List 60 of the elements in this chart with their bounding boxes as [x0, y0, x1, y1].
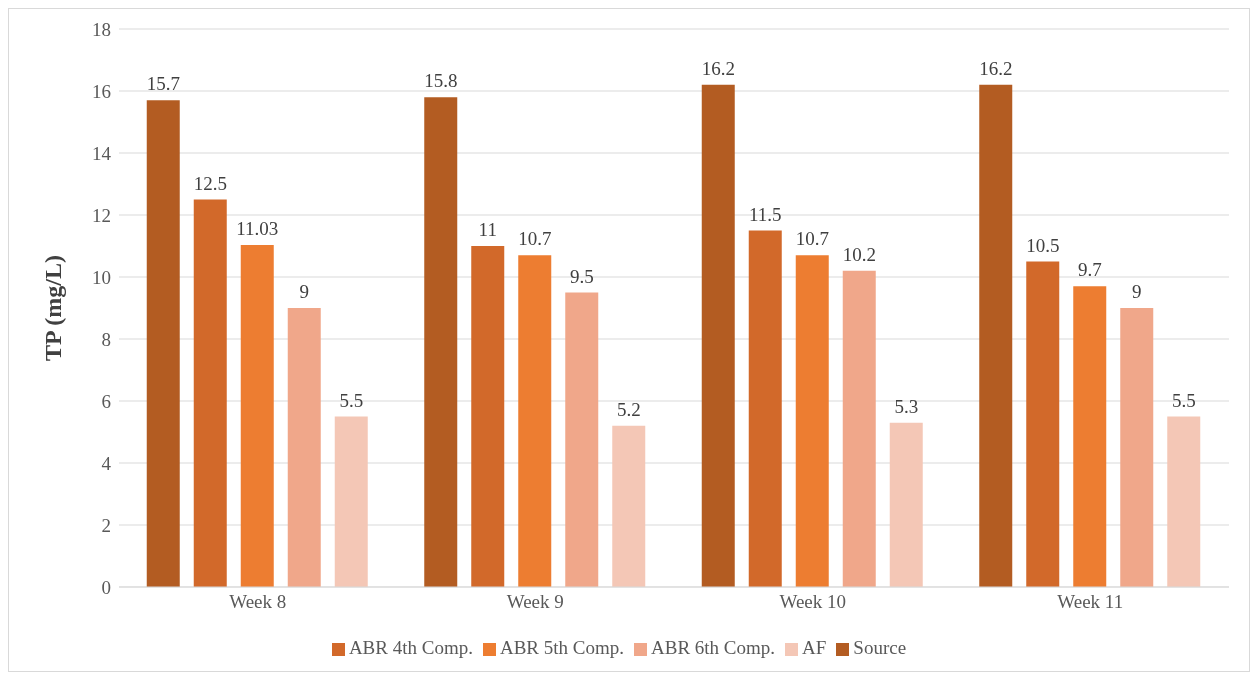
y-tick-label: 4 — [101, 452, 112, 474]
bar — [701, 84, 735, 587]
x-tick-label: Week 8 — [229, 591, 287, 613]
data-label: 11 — [478, 219, 497, 240]
data-label: 15.8 — [424, 70, 458, 92]
legend-label: Source — [853, 637, 907, 658]
data-label: 10.5 — [1026, 234, 1060, 256]
y-axis-title: TP (mg/L) — [39, 255, 66, 361]
bar — [795, 255, 829, 587]
data-label: 12.5 — [193, 172, 227, 194]
data-label: 5.3 — [894, 395, 919, 417]
y-tick-label: 10 — [92, 266, 111, 288]
data-label: 11.5 — [748, 203, 782, 225]
y-tick-label: 16 — [92, 80, 111, 102]
bar — [287, 308, 321, 587]
y-tick-label: 8 — [101, 328, 111, 350]
y-tick-label: 14 — [92, 142, 112, 164]
data-label: 9 — [299, 281, 309, 302]
x-tick-label: Week 10 — [779, 591, 847, 613]
bar — [471, 246, 505, 587]
y-tick-label: 6 — [101, 390, 111, 412]
data-label: 9.7 — [1077, 259, 1102, 281]
y-tick-label: 12 — [92, 204, 111, 226]
y-tick-label: 18 — [92, 18, 111, 40]
bar — [518, 255, 552, 587]
bar — [979, 84, 1013, 587]
legend-label: ABR 5th Comp. — [499, 637, 624, 658]
bar — [565, 292, 599, 587]
x-tick-label: Week 11 — [1057, 591, 1124, 613]
bar — [889, 422, 923, 587]
data-label: 9 — [1132, 281, 1142, 302]
bar — [748, 230, 782, 587]
bar — [424, 97, 458, 587]
data-label: 9.5 — [569, 265, 594, 287]
data-label: 16.2 — [701, 57, 735, 79]
x-tick-label: Week 9 — [506, 591, 564, 613]
bar — [240, 245, 274, 587]
y-tick-label: 2 — [101, 514, 111, 536]
data-label: 10.2 — [842, 243, 876, 265]
bar — [1073, 286, 1107, 587]
data-label: 5.5 — [339, 389, 364, 411]
legend-label: ABR 4th Comp. — [348, 637, 473, 658]
data-label: 10.7 — [795, 228, 829, 250]
data-label: 10.7 — [518, 228, 552, 250]
bar — [842, 270, 876, 587]
legend-label: AF — [802, 637, 827, 658]
bar — [1120, 308, 1154, 587]
y-tick-label: 0 — [101, 576, 111, 598]
data-label: 5.2 — [616, 398, 641, 420]
legend-label: ABR 6th Comp. — [651, 637, 776, 658]
data-label: 11.03 — [236, 218, 279, 240]
bar — [146, 100, 180, 587]
bar — [612, 425, 646, 587]
data-label: 16.2 — [979, 57, 1013, 79]
bar — [1026, 261, 1060, 587]
data-label: 5.5 — [1171, 389, 1196, 411]
bar — [334, 416, 368, 587]
bar — [1167, 416, 1201, 587]
data-label: 15.7 — [146, 73, 180, 95]
bar — [193, 199, 227, 587]
